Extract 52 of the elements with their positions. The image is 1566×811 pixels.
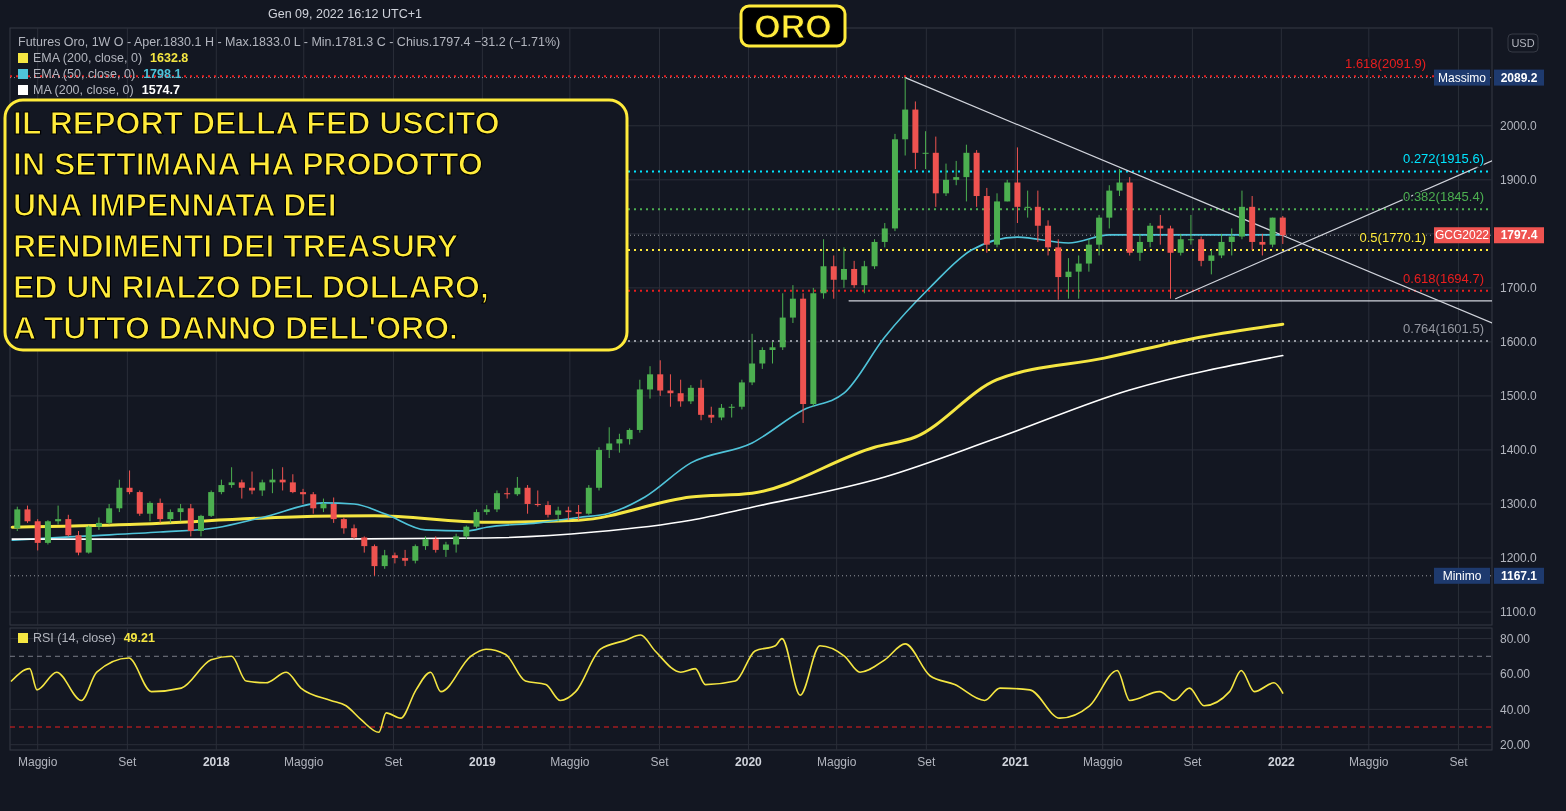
y-tick-label: 60.00 xyxy=(1500,667,1531,682)
x-tick-label: 2019 xyxy=(469,755,497,769)
x-tick-label: Set xyxy=(384,755,404,769)
annotation: IL REPORT DELLA FED USCITO IN SETTIMANA HA PRODOTTO UNA IMPENNATA DEI RENDIMENTI DEI TREASURY ED UN RIALZO DEL DOLLARO, A TUTTO DANNO DELL'ORO. xyxy=(13,105,500,346)
legend-label: EMA (200, close, 0) xyxy=(33,51,143,65)
y-tick-label: 1500.0 xyxy=(1500,389,1538,404)
annotation: 1632.8 xyxy=(150,51,189,65)
chart-title: ORO xyxy=(754,7,832,45)
x-tick-label: Set xyxy=(917,755,936,769)
y-tick-label: 1100.0 xyxy=(1500,605,1537,620)
y-tick-label: 1400.0 xyxy=(1500,443,1538,458)
x-tick-label: 2020 xyxy=(735,755,763,769)
x-tick-label: Set xyxy=(1449,755,1469,769)
x-tick-label: Maggio xyxy=(1349,755,1389,769)
text: Futures Oro, 1W O - Aper.1830.1 H - Max.1833.0 L - Min.1781.3 C - Chius.1797.4 −31.2 (−1.71%) xyxy=(18,35,561,49)
ref-line-label: 0.382(1845.4) xyxy=(1403,189,1484,205)
y-tick-label: 1300.0 xyxy=(1500,497,1538,512)
x-tick-label: Set xyxy=(118,755,138,769)
y-tick-label: 40.00 xyxy=(1500,702,1531,717)
legend-label: RSI (14, close) xyxy=(33,631,116,645)
currency-box: USD xyxy=(1507,33,1539,53)
ref-line-label: 0.5(1770.1) xyxy=(1359,230,1426,245)
text-box: IL REPORT DELLA FED USCITO IN SETTIMANA HA PRODOTTO UNA IMPENNATA DEI RENDIMENTI DEI TREASURY ED UN RIALZO DEL DOLLARO, A TUTTO DANNO DELL'ORO. xyxy=(3,98,629,352)
annotation: 1798.1 xyxy=(143,67,182,81)
x-tick-label: 2021 xyxy=(1001,755,1029,769)
y-tick-label: 1900.0 xyxy=(1500,173,1538,188)
x-tick-label: 2022 xyxy=(1267,755,1295,769)
x-tick-label: Set xyxy=(1183,755,1203,769)
y-tick-label: 80.00 xyxy=(1500,631,1531,646)
y-tick-label: 1700.0 xyxy=(1500,281,1538,296)
ref-line-label: 0.764(1601.5) xyxy=(1403,321,1484,337)
x-tick-label: 2018 xyxy=(202,755,230,769)
ref-line-label: 1.618(2091.9) xyxy=(1345,56,1426,72)
x-tick-label: Maggio xyxy=(816,755,857,769)
annotation: 1574.7 xyxy=(141,83,181,97)
text: Gen 09, 2022 16:12 UTC+1 xyxy=(268,7,422,21)
x-tick-label: Maggio xyxy=(1083,755,1123,769)
ref-line-label: 0.272(1915.6) xyxy=(1403,151,1484,167)
x-tick-label: Maggio xyxy=(18,755,58,769)
ref-line-label: 0.618(1694.7) xyxy=(1403,270,1484,286)
title-box: ORO xyxy=(739,4,847,48)
annotation: 49.21 xyxy=(123,631,155,645)
y-tick-label: 20.00 xyxy=(1500,737,1531,752)
legend-label: MA (200, close, 0) xyxy=(33,83,134,97)
ref-line-label: GCG2022 1797.4 xyxy=(1434,228,1538,243)
legend-label: EMA (50, close, 0) xyxy=(33,67,136,81)
y-tick-label: 1200.0 xyxy=(1500,551,1538,566)
x-tick-label: Maggio xyxy=(550,755,590,769)
y-tick-label: 2000.0 xyxy=(1500,118,1538,133)
x-tick-label: Maggio xyxy=(284,755,324,769)
y-tick-label: 1600.0 xyxy=(1500,335,1538,350)
x-tick-label: Set xyxy=(650,755,670,769)
